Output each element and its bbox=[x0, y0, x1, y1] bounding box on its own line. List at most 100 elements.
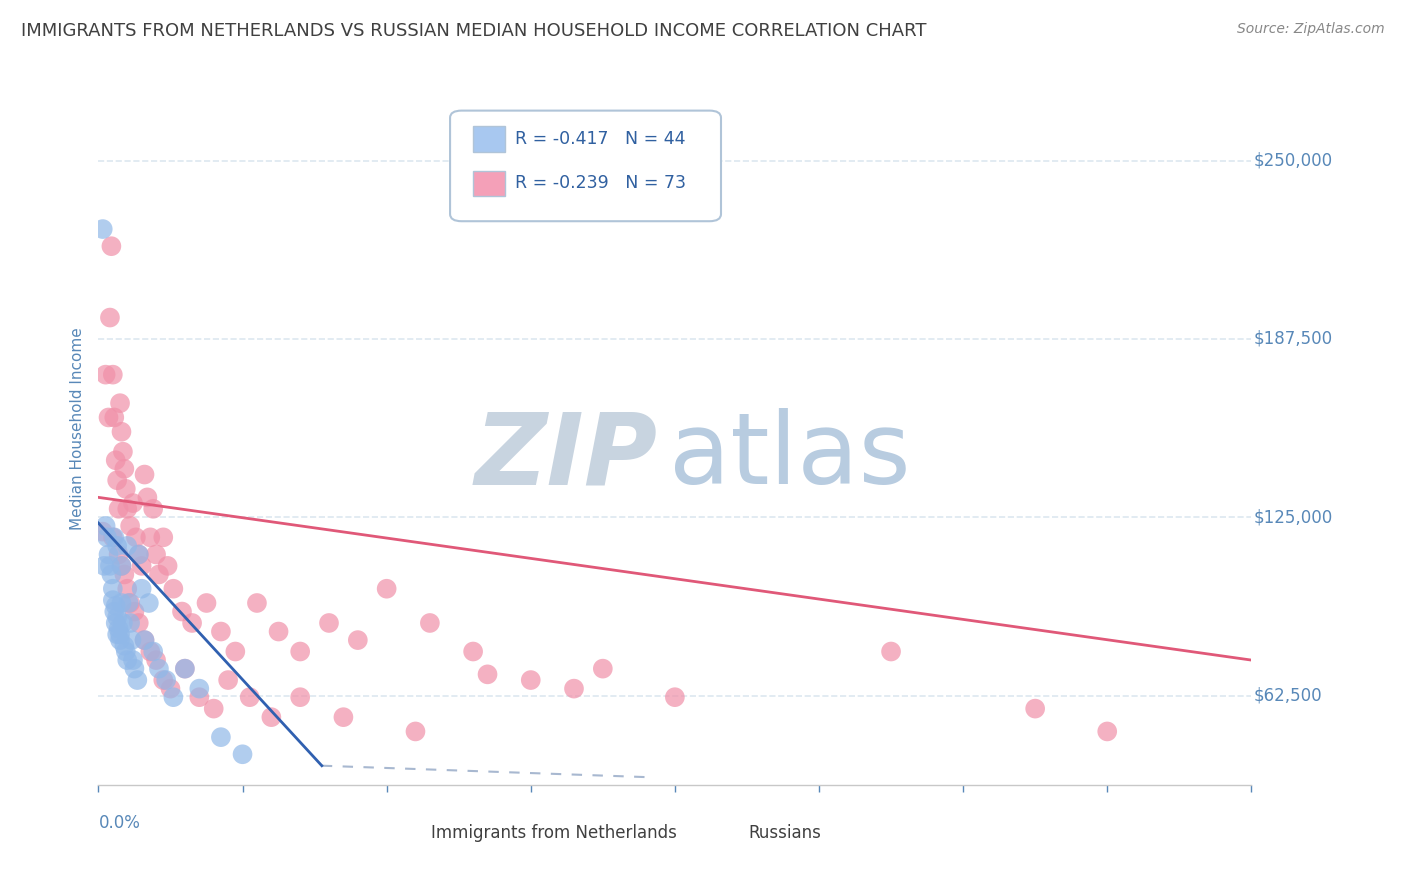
Point bbox=[120, 615, 142, 630]
Point bbox=[170, 605, 193, 619]
Point bbox=[120, 519, 142, 533]
Point bbox=[118, 596, 141, 610]
Point bbox=[108, 627, 131, 641]
Point bbox=[592, 662, 614, 676]
Point bbox=[114, 482, 136, 496]
Point bbox=[142, 644, 165, 658]
Text: IMMIGRANTS FROM NETHERLANDS VS RUSSIAN MEDIAN HOUSEHOLD INCOME CORRELATION CHART: IMMIGRANTS FROM NETHERLANDS VS RUSSIAN M… bbox=[21, 22, 927, 40]
Point bbox=[128, 615, 150, 630]
Point bbox=[117, 501, 139, 516]
Point bbox=[188, 690, 211, 705]
Point bbox=[107, 622, 129, 636]
Point bbox=[105, 627, 128, 641]
Point bbox=[139, 644, 162, 658]
Point bbox=[181, 615, 204, 630]
Point bbox=[98, 558, 121, 573]
Point bbox=[111, 444, 134, 458]
Point bbox=[477, 667, 499, 681]
Point bbox=[375, 582, 398, 596]
Point bbox=[122, 496, 145, 510]
Point bbox=[246, 596, 269, 610]
Bar bbox=[472, 127, 505, 152]
Point bbox=[105, 610, 128, 624]
Point bbox=[117, 539, 139, 553]
Point bbox=[128, 548, 150, 562]
Point bbox=[290, 690, 312, 705]
Point bbox=[100, 239, 122, 253]
Point bbox=[188, 681, 211, 696]
Point bbox=[125, 530, 148, 544]
Point bbox=[110, 558, 132, 573]
Point bbox=[101, 582, 124, 596]
Point bbox=[224, 644, 246, 658]
Point bbox=[101, 530, 124, 544]
Point bbox=[110, 558, 132, 573]
Point bbox=[419, 615, 441, 630]
Point bbox=[267, 624, 290, 639]
Point bbox=[103, 410, 125, 425]
Point bbox=[139, 530, 162, 544]
Point bbox=[101, 593, 124, 607]
Point bbox=[217, 673, 239, 687]
Point bbox=[131, 558, 153, 573]
Point bbox=[1097, 724, 1119, 739]
Point bbox=[110, 596, 132, 610]
Point bbox=[155, 673, 177, 687]
Point bbox=[148, 567, 170, 582]
Text: $187,500: $187,500 bbox=[1254, 330, 1333, 348]
Point bbox=[209, 624, 232, 639]
Point bbox=[142, 501, 165, 516]
Point bbox=[120, 596, 142, 610]
Point bbox=[93, 558, 115, 573]
Point bbox=[162, 582, 184, 596]
Point bbox=[290, 644, 312, 658]
Point bbox=[1024, 701, 1046, 715]
Point bbox=[94, 368, 117, 382]
Point bbox=[318, 615, 340, 630]
Text: $125,000: $125,000 bbox=[1254, 508, 1333, 526]
Point bbox=[91, 524, 114, 539]
Point bbox=[97, 548, 120, 562]
FancyBboxPatch shape bbox=[450, 111, 721, 221]
Point bbox=[110, 425, 132, 439]
Point bbox=[159, 681, 181, 696]
Point bbox=[239, 690, 262, 705]
Point bbox=[136, 491, 159, 505]
Text: Russians: Russians bbox=[748, 824, 821, 842]
Point bbox=[112, 639, 135, 653]
Point bbox=[346, 633, 368, 648]
Text: R = -0.239   N = 73: R = -0.239 N = 73 bbox=[515, 175, 686, 193]
Bar bbox=[721, 815, 744, 837]
Text: $250,000: $250,000 bbox=[1254, 152, 1333, 169]
Point bbox=[174, 662, 197, 676]
Point bbox=[152, 530, 174, 544]
Point bbox=[128, 548, 150, 562]
Point bbox=[148, 662, 170, 676]
Text: atlas: atlas bbox=[669, 409, 911, 505]
Point bbox=[104, 453, 127, 467]
Text: R = -0.417   N = 44: R = -0.417 N = 44 bbox=[515, 130, 685, 148]
Point bbox=[131, 582, 153, 596]
Point bbox=[107, 501, 129, 516]
Text: ZIP: ZIP bbox=[475, 409, 658, 505]
Point bbox=[91, 222, 114, 236]
Point bbox=[124, 605, 146, 619]
Point bbox=[97, 410, 120, 425]
Point bbox=[103, 605, 125, 619]
Point bbox=[664, 690, 686, 705]
Point bbox=[117, 582, 139, 596]
Point bbox=[105, 473, 128, 487]
Point bbox=[96, 530, 118, 544]
Point bbox=[107, 548, 129, 562]
Point bbox=[145, 653, 167, 667]
Point bbox=[195, 596, 218, 610]
Point bbox=[101, 368, 124, 382]
Y-axis label: Median Household Income: Median Household Income bbox=[69, 326, 84, 530]
Point bbox=[94, 519, 117, 533]
Point bbox=[138, 596, 160, 610]
Point bbox=[114, 644, 136, 658]
Point bbox=[122, 653, 145, 667]
Point bbox=[127, 673, 149, 687]
Point bbox=[134, 633, 156, 648]
Point bbox=[174, 662, 197, 676]
